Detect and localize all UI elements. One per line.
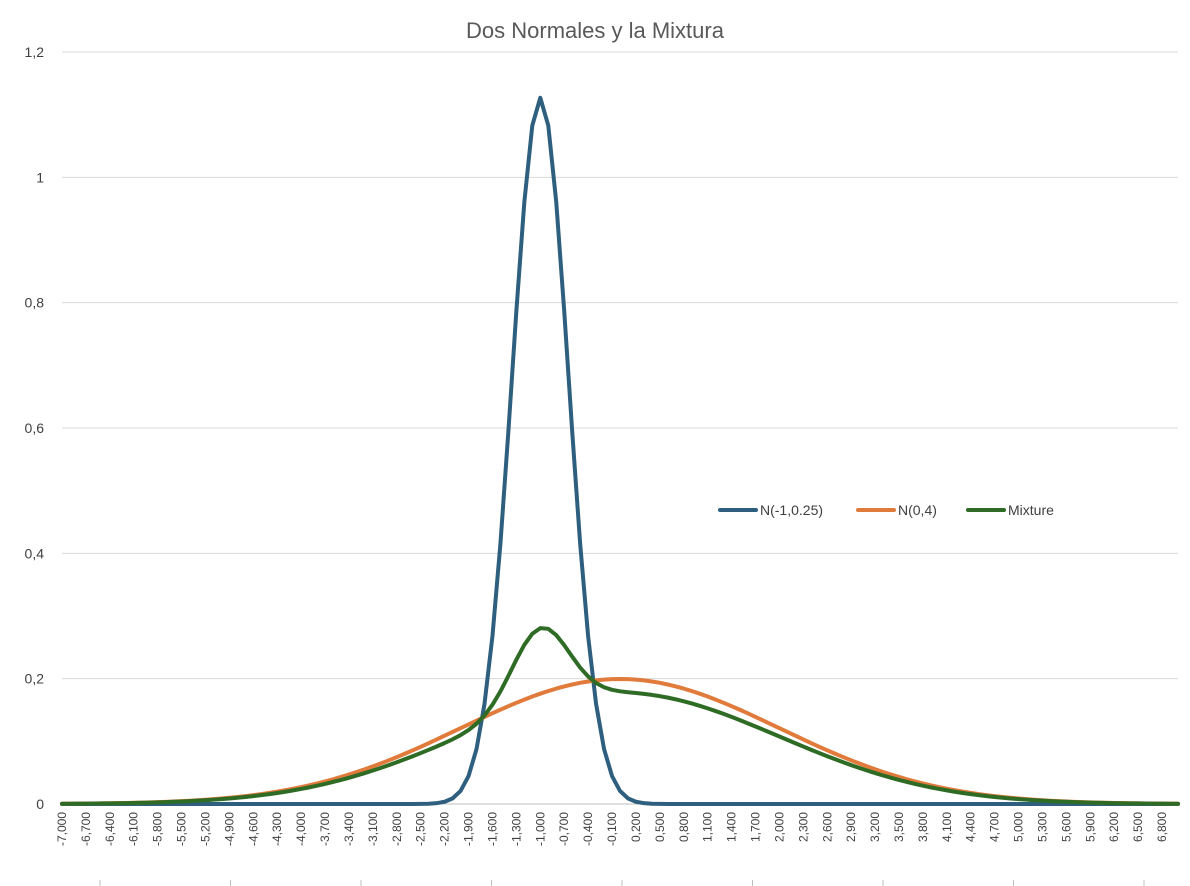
x-tick-label: 5,900 <box>1083 812 1097 842</box>
x-tick-label: -3,700 <box>318 812 332 846</box>
series-line-2 <box>60 677 1180 806</box>
y-tick-label: 0 <box>36 796 44 812</box>
x-tick-label: -4,000 <box>294 812 308 846</box>
x-tick-label: 6,500 <box>1131 812 1145 842</box>
legend-label: Mixture <box>1008 502 1054 518</box>
x-tick-label: -3,100 <box>366 812 380 846</box>
x-tick-label: -1,000 <box>533 812 547 846</box>
x-tick-label: -6,700 <box>79 812 93 846</box>
x-tick-label: 1,400 <box>725 812 739 842</box>
x-tick-label: 4,100 <box>940 812 954 842</box>
x-tick-label: -0,100 <box>605 812 619 846</box>
x-tick-label: -1,900 <box>462 812 476 846</box>
y-tick-label: 0,2 <box>25 671 45 687</box>
x-tick-label: 3,800 <box>916 812 930 842</box>
y-tick-label: 0,6 <box>25 420 45 436</box>
x-tick-label: -2,500 <box>414 812 428 846</box>
x-tick-label: -1,300 <box>509 812 523 846</box>
x-tick-label: -6,100 <box>127 812 141 846</box>
x-tick-label: 5,000 <box>1012 812 1026 842</box>
x-tick-label: 2,600 <box>820 812 834 842</box>
y-tick-label: 1,2 <box>25 44 45 60</box>
x-tick-label: 6,200 <box>1107 812 1121 842</box>
x-tick-label: -7,000 <box>55 812 69 846</box>
x-tick-label: -0,400 <box>581 812 595 846</box>
x-tick-label: 3,200 <box>868 812 882 842</box>
x-tick-label: 0,500 <box>653 812 667 842</box>
x-tick-label: -2,200 <box>438 812 452 846</box>
x-tick-label: 1,100 <box>701 812 715 842</box>
x-tick-label: 2,900 <box>844 812 858 842</box>
x-tick-label: 0,200 <box>629 812 643 842</box>
x-tick-label: -6,400 <box>103 812 117 846</box>
x-tick-label: 5,300 <box>1035 812 1049 842</box>
x-tick-label: -4,900 <box>222 812 236 846</box>
x-tick-label: -5,200 <box>198 812 212 846</box>
gridlines <box>62 51 1178 680</box>
legend-label: N(0,4) <box>898 502 937 518</box>
x-tick-label: -2,800 <box>390 812 404 846</box>
series-group <box>60 95 1180 806</box>
x-tick-label: 1,700 <box>749 812 763 842</box>
x-tick-label: -0,700 <box>557 812 571 846</box>
x-tick-label: 6,800 <box>1155 812 1169 842</box>
x-tick-label: -4,600 <box>246 812 260 846</box>
series-line-3 <box>60 626 1180 806</box>
legend-label: N(-1,0.25) <box>760 502 823 518</box>
y-tick-label: 0,4 <box>25 545 45 561</box>
x-tick-label: 2,300 <box>796 812 810 842</box>
x-tick-label: 0,800 <box>677 812 691 842</box>
chart-title: Dos Normales y la Mixtura <box>466 18 725 43</box>
x-tick-label: -3,400 <box>342 812 356 846</box>
x-tick-label: 4,400 <box>964 812 978 842</box>
legend: N(-1,0.25) N(0,4) Mixture <box>718 502 1054 518</box>
y-tick-label: 0,8 <box>25 295 45 311</box>
x-tick-label: -4,300 <box>270 812 284 846</box>
x-tick-label: -1,600 <box>485 812 499 846</box>
y-axis-ticks: 0 0,2 0,4 0,6 0,8 1 1,2 <box>25 44 45 812</box>
x-tick-label: -5,800 <box>151 812 165 846</box>
x-tick-label: 2,000 <box>772 812 786 842</box>
x-tick-label: 4,700 <box>988 812 1002 842</box>
x-tick-label: 3,500 <box>892 812 906 842</box>
series-line-1 <box>60 95 1180 806</box>
y-tick-label: 1 <box>36 169 44 185</box>
x-tick-label: 5,600 <box>1059 812 1073 842</box>
x-axis: -7,000 -6,700 -6,400 -6,100 -5,800 -5,500 -5,2… <box>55 803 1178 886</box>
x-tick-label: -5,500 <box>175 812 189 846</box>
